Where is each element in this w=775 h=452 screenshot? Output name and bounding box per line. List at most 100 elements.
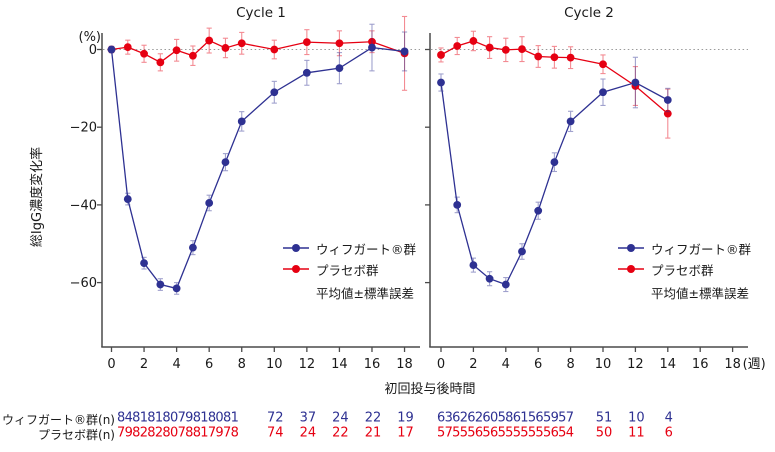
x-tick-label: 10 bbox=[595, 357, 612, 372]
x-tick-label: 8 bbox=[238, 357, 246, 372]
x-tick-label: 18 bbox=[396, 357, 413, 372]
data-point bbox=[400, 47, 409, 56]
data-point bbox=[270, 45, 279, 54]
x-tick-label: 16 bbox=[692, 357, 709, 372]
data-point bbox=[599, 88, 607, 97]
data-point bbox=[107, 45, 116, 54]
x-tick-label: 0 bbox=[107, 357, 115, 372]
data-point bbox=[189, 51, 197, 60]
data-point bbox=[631, 78, 640, 87]
data-point bbox=[368, 37, 376, 46]
data-point bbox=[335, 39, 344, 48]
data-point bbox=[172, 284, 181, 293]
legend-cycle1: ウィフガート®群 プラセボ群 平均値±標準誤差 bbox=[283, 241, 417, 302]
legend-cycle2: ウィフガート®群 プラセボ群 平均値±標準誤差 bbox=[618, 241, 752, 302]
data-point bbox=[140, 49, 148, 58]
y-axis-unit: (%) bbox=[79, 30, 102, 45]
n-value: 22 bbox=[332, 426, 349, 441]
n-row-label-efgartigimod: ウィフガート®群(n) bbox=[2, 413, 115, 427]
n-value: 4 bbox=[665, 411, 673, 426]
n-run: 636262605861565957 bbox=[437, 411, 574, 426]
series-line bbox=[111, 39, 405, 64]
series-efgartigimod bbox=[107, 23, 409, 295]
data-point bbox=[453, 201, 462, 209]
data-point bbox=[221, 158, 230, 167]
data-point bbox=[437, 51, 445, 59]
data-point bbox=[663, 109, 672, 118]
x-tick-label: 14 bbox=[331, 357, 348, 372]
legend-item-efgartigimod: ウィフガート®群 bbox=[283, 241, 417, 257]
data-point bbox=[566, 53, 575, 62]
x-tick-label: 10 bbox=[266, 357, 283, 372]
n-value: 24 bbox=[332, 411, 349, 426]
data-point bbox=[469, 37, 478, 45]
n-value: 72 bbox=[267, 411, 284, 426]
data-point bbox=[599, 60, 607, 69]
data-point bbox=[453, 42, 462, 50]
data-point bbox=[663, 96, 672, 104]
data-point bbox=[550, 53, 559, 62]
data-point bbox=[172, 46, 181, 55]
n-value: 6 bbox=[665, 426, 673, 441]
x-tick-label: 16 bbox=[364, 357, 381, 372]
x-tick-label: 8 bbox=[566, 357, 574, 372]
data-point bbox=[368, 43, 376, 52]
n-value: 22 bbox=[365, 411, 382, 426]
legend-label-efgartigimod: ウィフガート®群 bbox=[651, 241, 752, 257]
n-value: 24 bbox=[300, 426, 317, 441]
x-tick-label: 4 bbox=[502, 357, 510, 372]
panel-title-cycle2: Cycle 2 bbox=[564, 5, 614, 21]
data-point bbox=[140, 259, 148, 268]
x-tick-label: 14 bbox=[660, 357, 677, 372]
x-axis-unit: (週) bbox=[743, 357, 766, 372]
data-point bbox=[221, 44, 230, 52]
data-point bbox=[270, 88, 279, 97]
n-value: 17 bbox=[397, 426, 414, 441]
data-point bbox=[437, 78, 445, 87]
data-point bbox=[237, 39, 246, 48]
series-line bbox=[440, 81, 669, 286]
data-point bbox=[123, 195, 132, 203]
data-point bbox=[485, 274, 494, 283]
data-point bbox=[302, 38, 311, 47]
n-value: 51 bbox=[596, 411, 613, 426]
x-tick-label: 6 bbox=[534, 357, 542, 372]
data-point bbox=[335, 64, 344, 73]
data-point bbox=[123, 43, 132, 52]
x-tick-label: 4 bbox=[172, 357, 180, 372]
n-value: 37 bbox=[300, 411, 317, 426]
legend-item-placebo: プラセボ群 bbox=[283, 262, 413, 278]
data-point bbox=[534, 52, 543, 61]
legend-label-placebo: プラセボ群 bbox=[316, 262, 379, 278]
n-run: 8481818079818081 bbox=[117, 411, 239, 426]
n-run: 575556565555555654 bbox=[437, 426, 574, 441]
data-point bbox=[237, 117, 246, 126]
legend-line-marker-icon bbox=[618, 243, 644, 253]
legend-line-marker-icon bbox=[618, 264, 644, 274]
data-point bbox=[566, 117, 575, 126]
data-point bbox=[518, 45, 526, 54]
data-point bbox=[534, 206, 543, 215]
y-tick-label: −60 bbox=[70, 276, 97, 291]
data-point bbox=[156, 58, 165, 67]
x-axis-label: 初回投与後時間 bbox=[384, 382, 476, 397]
data-point bbox=[501, 280, 510, 289]
x-tick-label: 6 bbox=[205, 357, 213, 372]
data-point bbox=[302, 68, 311, 77]
x-tick-label: 18 bbox=[724, 357, 741, 372]
data-point bbox=[156, 280, 165, 289]
series-placebo bbox=[437, 30, 672, 139]
series-line bbox=[110, 46, 405, 290]
data-point bbox=[485, 43, 494, 52]
y-tick-label: 0 bbox=[89, 43, 97, 58]
n-value: 19 bbox=[397, 411, 414, 426]
n-run: 7982828078817978 bbox=[117, 426, 239, 441]
x-tick-label: 2 bbox=[469, 357, 477, 372]
legend-line-marker-icon bbox=[283, 243, 309, 253]
n-value: 10 bbox=[628, 411, 645, 426]
legend-label-efgartigimod: ウィフガート®群 bbox=[316, 241, 417, 257]
y-axis-label: 総IgG濃度変化率 bbox=[30, 146, 45, 248]
n-value: 74 bbox=[267, 426, 284, 441]
data-point bbox=[205, 199, 214, 207]
n-value: 21 bbox=[365, 426, 382, 441]
